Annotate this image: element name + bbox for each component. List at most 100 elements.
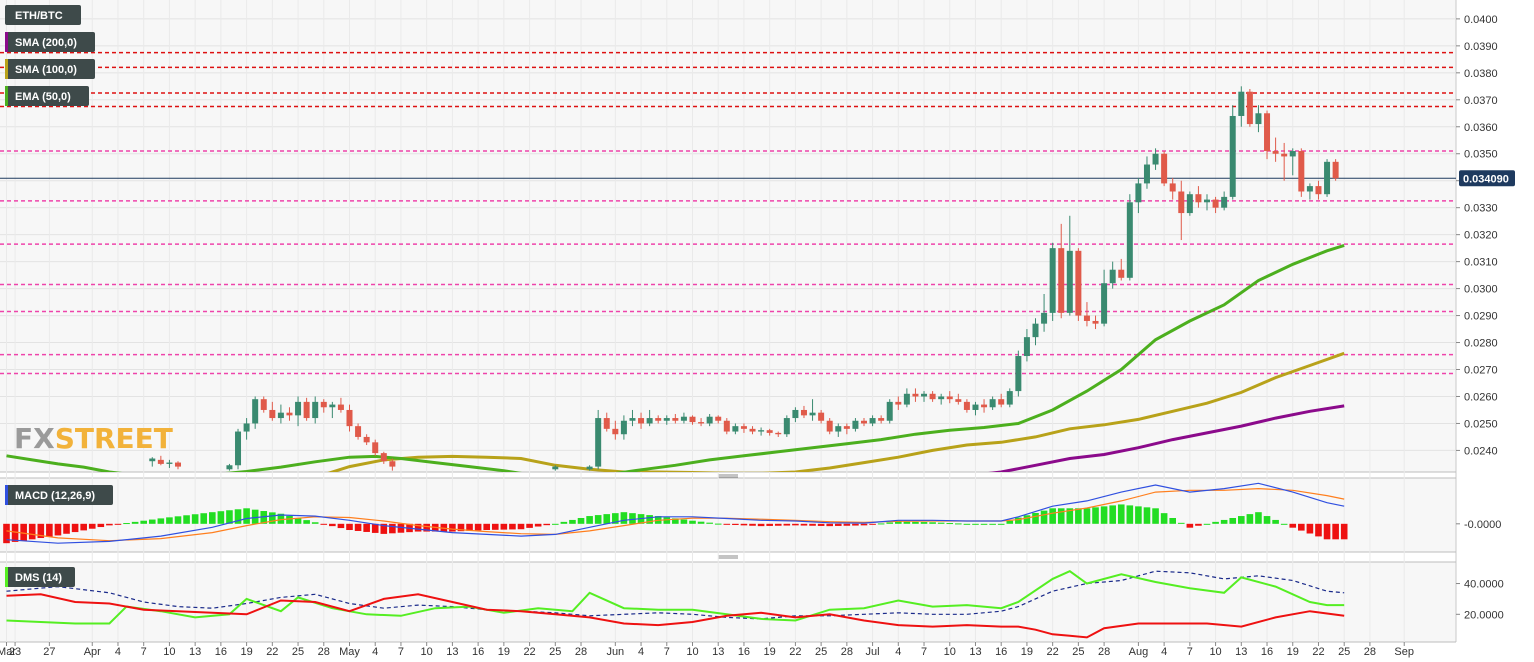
candle-bearish xyxy=(1246,89,1253,127)
candle-bearish xyxy=(929,391,936,402)
candle-bearish xyxy=(655,415,662,424)
indicator-label-sma200[interactable]: SMA (200,0) xyxy=(5,32,95,52)
macd-label[interactable]: MACD (12,26,9) xyxy=(5,485,113,505)
sma200-line xyxy=(988,404,1345,472)
macd-histogram-bar xyxy=(800,523,808,526)
candle-bullish xyxy=(1126,194,1133,281)
macd-histogram-bar xyxy=(1126,505,1134,524)
indicator-label-ema50[interactable]: EMA (50,0) xyxy=(5,86,89,106)
time-tick-label: 7 xyxy=(1187,646,1193,658)
macd-histogram-bar xyxy=(1203,523,1211,525)
svg-text:FXSTREET: FXSTREET xyxy=(14,422,173,455)
candle-bearish xyxy=(1195,186,1202,208)
macd-histogram-bar xyxy=(71,523,79,533)
candle-bearish xyxy=(286,407,293,421)
candle-body xyxy=(603,418,610,429)
candle-bullish xyxy=(277,404,284,424)
macd-histogram-bar xyxy=(509,523,516,530)
candle-bearish xyxy=(689,415,696,425)
candle-body xyxy=(946,396,953,400)
candle-bearish xyxy=(1264,110,1271,160)
sma100-line xyxy=(327,351,1345,472)
dms-resize-handle[interactable] xyxy=(718,555,738,559)
macd-histogram-bar xyxy=(114,523,122,525)
candle-bullish xyxy=(1221,191,1228,211)
time-tick-label: 22 xyxy=(1047,646,1059,658)
macd-histogram-bar xyxy=(955,523,962,525)
candle-bearish xyxy=(1169,178,1176,200)
macd-histogram-bar xyxy=(389,523,396,534)
dms-label[interactable]: DMS (14) xyxy=(5,567,75,587)
time-tick-label: 16 xyxy=(215,646,227,658)
macd-resize-handle[interactable] xyxy=(718,474,738,478)
candle-body xyxy=(1015,356,1022,392)
candle-bearish xyxy=(1281,142,1288,181)
macd-histogram-bar xyxy=(1246,514,1254,524)
time-tick-label: 23 xyxy=(9,646,21,658)
candle-bullish xyxy=(706,414,713,427)
candle-bullish xyxy=(329,401,336,419)
candle-body xyxy=(337,404,344,410)
macd-histogram-bar xyxy=(123,523,130,525)
candle-body xyxy=(243,423,250,432)
macd-histogram-bar xyxy=(148,519,156,524)
candle-body xyxy=(706,416,713,424)
macd-histogram-bar xyxy=(1229,517,1237,524)
candle-body xyxy=(1221,196,1228,208)
macd-histogram-bar xyxy=(371,523,379,533)
macd-histogram-bar xyxy=(11,523,19,542)
candle-body xyxy=(1161,153,1168,184)
candle-body xyxy=(680,416,687,421)
macd-histogram-bar xyxy=(1289,523,1297,528)
macd-histogram-bar xyxy=(526,523,533,528)
candle-bullish xyxy=(295,396,302,427)
macd-histogram-bar xyxy=(491,523,499,530)
macd-histogram-bar xyxy=(3,523,10,544)
macd-histogram-bar xyxy=(1083,508,1091,524)
candle-body xyxy=(792,409,799,419)
candle-body xyxy=(800,409,807,416)
candle-bearish xyxy=(1332,159,1339,181)
candle-bearish xyxy=(912,388,919,402)
symbol-label[interactable]: ETH/BTC xyxy=(5,5,81,25)
candle-body xyxy=(1092,320,1099,324)
candle-bearish xyxy=(1083,302,1090,327)
candle-body xyxy=(1178,191,1185,214)
macd-histogram-bar xyxy=(294,517,302,524)
macd-histogram-bar xyxy=(269,512,276,524)
candle-bullish xyxy=(1135,178,1142,214)
time-tick-label: 10 xyxy=(1209,646,1221,658)
indicator-label-sma100[interactable]: SMA (100,0) xyxy=(5,59,95,79)
time-tick-label: 16 xyxy=(1261,646,1273,658)
macd-label-text: MACD (12,26,9) xyxy=(15,490,95,502)
time-tick-label: 28 xyxy=(841,646,853,658)
macd-histogram-bar xyxy=(217,511,225,524)
candle-bearish xyxy=(775,431,782,437)
price-tick-label: 0.0390 xyxy=(1464,41,1498,53)
candle-body xyxy=(1075,250,1082,316)
macd-histogram-bar xyxy=(1006,520,1014,524)
macd-histogram-bar xyxy=(1057,508,1065,524)
price-tick-label: 0.0290 xyxy=(1464,311,1498,323)
candle-bearish xyxy=(1075,248,1082,321)
macd-histogram-bar xyxy=(1066,508,1074,524)
price-tick-label: 0.0250 xyxy=(1464,418,1498,430)
candle-body xyxy=(1169,183,1176,192)
macd-histogram-bar xyxy=(680,519,688,524)
macd-histogram-bar xyxy=(1092,507,1099,524)
candle-body xyxy=(1298,151,1305,192)
macd-histogram-bar xyxy=(166,517,173,524)
candle-bullish xyxy=(758,427,765,436)
candle-body xyxy=(346,409,353,427)
candle-body xyxy=(149,458,156,462)
candle-body xyxy=(1066,250,1073,313)
time-tick-label: 19 xyxy=(1287,646,1299,658)
macd-histogram-bar xyxy=(517,523,525,530)
candle-bearish xyxy=(843,423,850,435)
time-tick-label: 4 xyxy=(1161,646,1167,658)
candle-bullish xyxy=(629,409,636,427)
candle-body xyxy=(226,465,233,470)
candle-body xyxy=(1264,113,1271,152)
candle-bearish xyxy=(878,415,885,424)
candle-body xyxy=(886,401,893,421)
